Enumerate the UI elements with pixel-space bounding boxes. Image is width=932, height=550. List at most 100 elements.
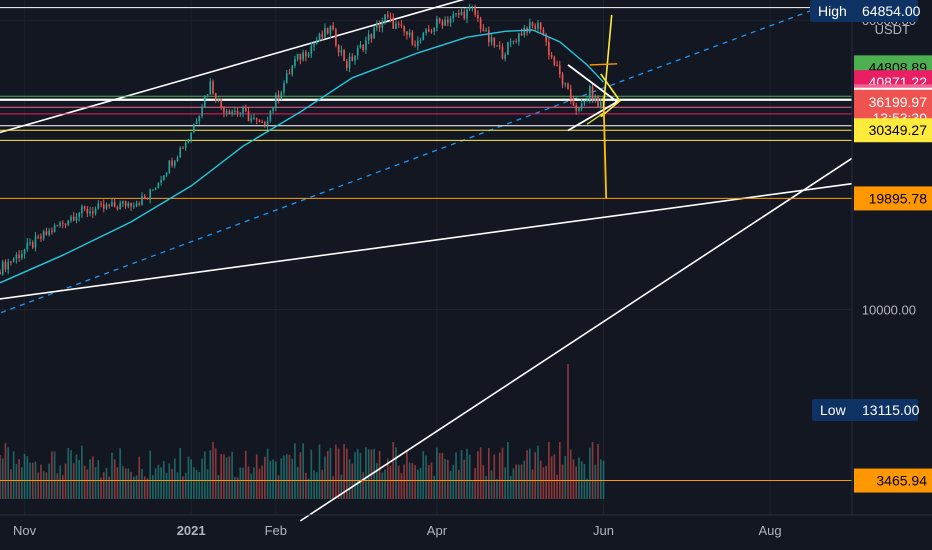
candle-body xyxy=(485,29,487,32)
candle-body xyxy=(135,203,138,207)
candle-body xyxy=(452,14,455,19)
volume-bar xyxy=(111,452,113,499)
volume-bar xyxy=(485,475,487,499)
candle-body xyxy=(214,93,217,101)
volume-bar xyxy=(269,460,272,499)
candle-body xyxy=(496,45,498,47)
candle-body xyxy=(184,142,187,149)
volume-bar xyxy=(4,442,7,499)
candle-body xyxy=(37,236,40,238)
candle-body xyxy=(234,110,236,112)
volume-bar xyxy=(1,458,4,499)
candle-body xyxy=(61,222,64,224)
dashed-trend-line xyxy=(0,0,842,314)
volume-bar xyxy=(122,465,124,499)
candle-body xyxy=(223,108,225,113)
candle-body xyxy=(545,34,547,42)
volume-bar xyxy=(168,463,171,499)
projection-up xyxy=(602,14,613,108)
candle-body xyxy=(124,201,127,207)
volume-bar xyxy=(81,445,83,499)
volume-bar xyxy=(427,464,430,499)
candle-body xyxy=(482,28,485,32)
channel-upper-line xyxy=(0,0,465,134)
candle-body xyxy=(447,19,449,23)
volume-bar xyxy=(45,472,48,499)
candle-body xyxy=(367,34,370,41)
channel-lower-line xyxy=(0,182,853,300)
candle-body xyxy=(583,100,586,104)
candle-body xyxy=(315,41,318,45)
volume-bar xyxy=(356,448,359,499)
time-tick-label: 2021 xyxy=(177,523,206,538)
volume-bar xyxy=(463,459,466,499)
candle-body xyxy=(34,236,37,248)
candle-body xyxy=(512,41,515,43)
candle-body xyxy=(477,14,479,19)
volume-bar xyxy=(272,459,274,499)
candle-body xyxy=(501,46,504,59)
volume-bar xyxy=(348,459,351,499)
time-tick-label: Nov xyxy=(13,523,37,538)
candle-body xyxy=(597,96,599,107)
volume-bar xyxy=(386,458,389,499)
candle-body xyxy=(359,44,362,48)
volume-bar xyxy=(302,443,304,499)
candle-body xyxy=(277,94,280,99)
candle-body xyxy=(337,45,340,53)
volume-bar xyxy=(157,464,160,499)
volume-bar xyxy=(518,464,520,499)
candle-body xyxy=(165,172,168,176)
volume-bar xyxy=(493,454,496,499)
candle-body xyxy=(94,208,97,214)
candle-body xyxy=(343,50,345,62)
volume-bar xyxy=(539,460,542,499)
volume-bar xyxy=(193,467,195,499)
candle-body xyxy=(132,206,135,208)
candle-body xyxy=(332,25,334,30)
volume-bar xyxy=(305,472,307,499)
volume-bar xyxy=(556,474,558,499)
time-axis[interactable]: Nov 2021 Feb Apr Jun Aug xyxy=(13,523,782,538)
candle-body xyxy=(242,108,244,113)
candle-body xyxy=(518,33,520,42)
candle-body xyxy=(83,206,86,209)
candle-body xyxy=(378,24,381,28)
volume-bar xyxy=(198,471,201,499)
candle-body xyxy=(31,242,34,248)
candle-body xyxy=(231,111,233,114)
volume-bar xyxy=(310,449,313,499)
candle-body xyxy=(575,105,578,111)
volume-bar xyxy=(400,473,403,499)
volume-bar xyxy=(460,450,463,499)
candle-body xyxy=(313,44,315,47)
volume-bar xyxy=(102,472,105,499)
candle-body xyxy=(507,42,509,55)
candle-body xyxy=(444,19,446,26)
candle-body xyxy=(351,56,354,61)
volume-bar xyxy=(591,442,594,499)
candle-body xyxy=(572,99,575,106)
volume-bar xyxy=(406,451,408,499)
volume-bar xyxy=(537,445,539,499)
candle-body xyxy=(578,108,580,111)
volume-bar xyxy=(594,464,597,499)
candle-body xyxy=(296,53,299,59)
candle-body xyxy=(471,6,474,8)
volume-bar xyxy=(425,455,427,499)
volume-bar xyxy=(474,467,476,499)
candle-body xyxy=(468,6,471,10)
candle-body xyxy=(280,92,283,99)
candle-body xyxy=(70,216,72,221)
candle-body xyxy=(370,34,373,39)
candle-body xyxy=(531,22,534,26)
volume-bar xyxy=(94,467,97,499)
volume-bar xyxy=(438,453,441,499)
candle-body xyxy=(326,28,329,34)
volume-bar xyxy=(490,470,493,499)
volume-bar xyxy=(602,460,605,499)
candle-body xyxy=(294,58,296,66)
candle-body xyxy=(324,28,326,38)
candle-body xyxy=(515,41,517,43)
